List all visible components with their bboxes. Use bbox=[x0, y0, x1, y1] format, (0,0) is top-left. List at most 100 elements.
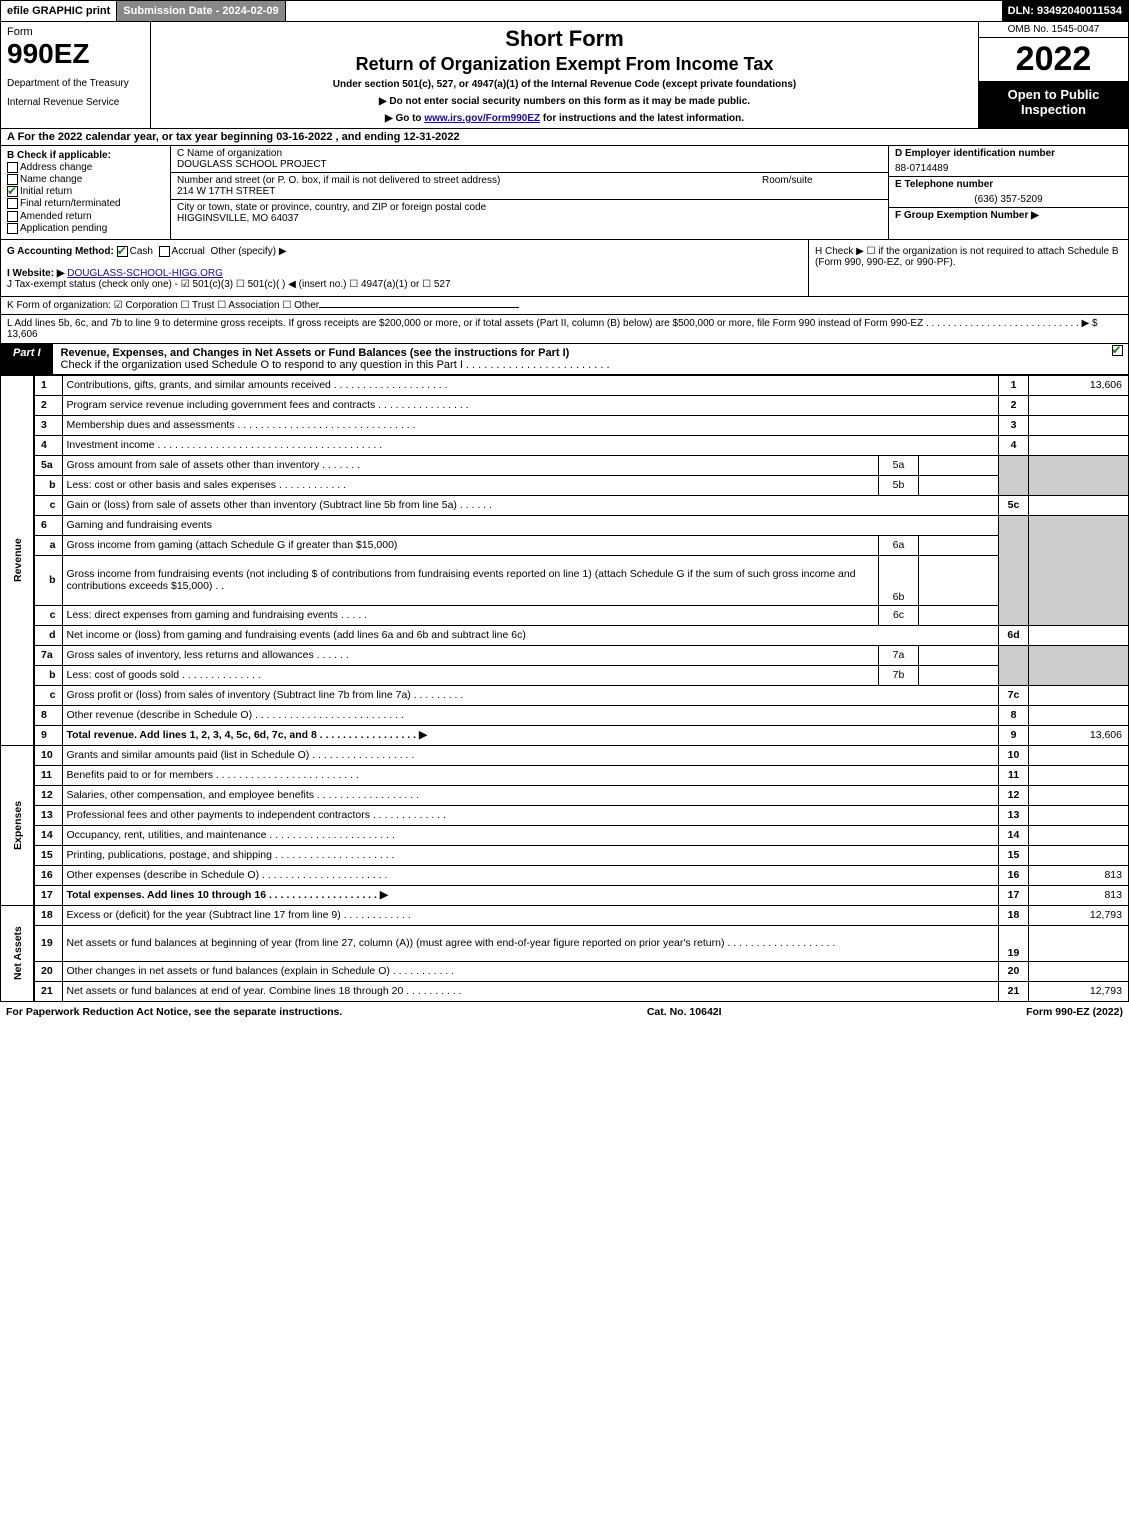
row-1-num: 1 bbox=[34, 375, 62, 395]
row-11-amt bbox=[1029, 765, 1129, 785]
short-form-title: Short Form bbox=[161, 26, 968, 52]
row-6c-sub: 6c bbox=[879, 605, 919, 625]
row-7c-ln: 7c bbox=[999, 685, 1029, 705]
form-header: Form 990EZ Department of the Treasury In… bbox=[0, 22, 1129, 129]
row-9-ln: 9 bbox=[999, 725, 1029, 745]
chk-address-change[interactable]: Address change bbox=[7, 162, 164, 173]
row-7b-num: b bbox=[34, 665, 62, 685]
row-17-ln: 17 bbox=[999, 885, 1029, 905]
part-i-header: Part I Revenue, Expenses, and Changes in… bbox=[0, 344, 1129, 375]
row-6c-desc: Less: direct expenses from gaming and fu… bbox=[62, 605, 879, 625]
chk-application-pending[interactable]: Application pending bbox=[7, 223, 164, 234]
row-16-desc: Other expenses (describe in Schedule O) … bbox=[62, 865, 999, 885]
irs-link[interactable]: www.irs.gov/Form990EZ bbox=[424, 113, 540, 124]
netassets-label: Net Assets bbox=[1, 905, 35, 1001]
c-street-label: Number and street (or P. O. box, if mail… bbox=[177, 175, 500, 186]
row-6d-amt bbox=[1029, 625, 1129, 645]
footer-right: Form 990-EZ (2022) bbox=[1026, 1006, 1123, 1018]
row-4-amt bbox=[1029, 435, 1129, 455]
row-2-num: 2 bbox=[34, 395, 62, 415]
row-13-amt bbox=[1029, 805, 1129, 825]
row-4-ln: 4 bbox=[999, 435, 1029, 455]
row-19-amt bbox=[1029, 925, 1129, 961]
g-label: G Accounting Method: bbox=[7, 246, 114, 257]
row-3-amt bbox=[1029, 415, 1129, 435]
chk-cash[interactable] bbox=[117, 246, 128, 257]
header-mid: Short Form Return of Organization Exempt… bbox=[151, 22, 978, 128]
section-bcd: B Check if applicable: Address change Na… bbox=[0, 146, 1129, 240]
row-4-num: 4 bbox=[34, 435, 62, 455]
c-city-label: City or town, state or province, country… bbox=[177, 202, 486, 213]
row-12-amt bbox=[1029, 785, 1129, 805]
website-link[interactable]: DOUGLASS-SCHOOL-HIGG.ORG bbox=[67, 268, 223, 279]
j-tax-exempt: J Tax-exempt status (check only one) - ☑… bbox=[7, 279, 451, 290]
group-exemption: F Group Exemption Number ▶ bbox=[889, 208, 1128, 223]
col-b: B Check if applicable: Address change Na… bbox=[1, 146, 171, 239]
chk-final-return[interactable]: Final return/terminated bbox=[7, 198, 164, 209]
row-5a-desc: Gross amount from sale of assets other t… bbox=[62, 455, 879, 475]
revenue-label: Revenue bbox=[1, 375, 35, 745]
gray-6-amt bbox=[1029, 515, 1129, 625]
row-12-desc: Salaries, other compensation, and employ… bbox=[62, 785, 999, 805]
chk-amended-return[interactable]: Amended return bbox=[7, 211, 164, 222]
gray-7 bbox=[999, 645, 1029, 685]
row-5c-ln: 5c bbox=[999, 495, 1029, 515]
row-9-num: 9 bbox=[34, 725, 62, 745]
section-gh: G Accounting Method: Cash Accrual Other … bbox=[0, 240, 1129, 297]
row-8-num: 8 bbox=[34, 705, 62, 725]
row-3-ln: 3 bbox=[999, 415, 1029, 435]
chk-initial-return[interactable]: Initial return bbox=[7, 186, 164, 197]
expenses-label: Expenses bbox=[1, 745, 35, 905]
goto-pre: ▶ Go to bbox=[385, 113, 424, 124]
ein-label: D Employer identification number bbox=[889, 146, 1128, 161]
row-21-amt: 12,793 bbox=[1029, 981, 1129, 1001]
row-11-num: 11 bbox=[34, 765, 62, 785]
row-16-amt: 813 bbox=[1029, 865, 1129, 885]
row-17-num: 17 bbox=[34, 885, 62, 905]
row-1-amt: 13,606 bbox=[1029, 375, 1129, 395]
row-8-amt bbox=[1029, 705, 1129, 725]
goto-link-line: ▶ Go to www.irs.gov/Form990EZ for instru… bbox=[161, 113, 968, 124]
col-c: C Name of organization DOUGLASS SCHOOL P… bbox=[171, 146, 888, 239]
row-7c-num: c bbox=[34, 685, 62, 705]
h-check: H Check ▶ ☐ if the organization is not r… bbox=[808, 240, 1128, 296]
l-text: L Add lines 5b, 6c, and 7b to line 9 to … bbox=[7, 318, 1098, 329]
part-i-table: Revenue 1 Contributions, gifts, grants, … bbox=[0, 375, 1129, 1002]
row-2-amt bbox=[1029, 395, 1129, 415]
no-ssn-note: ▶ Do not enter social security numbers o… bbox=[161, 96, 968, 107]
row-7a-num: 7a bbox=[34, 645, 62, 665]
line-a: A For the 2022 calendar year, or tax yea… bbox=[0, 129, 1129, 146]
chk-accrual[interactable] bbox=[159, 246, 170, 257]
row-7a-desc: Gross sales of inventory, less returns a… bbox=[62, 645, 879, 665]
c-name-label: C Name of organization bbox=[177, 148, 282, 159]
part-i-tab: Part I bbox=[1, 344, 53, 374]
under-section: Under section 501(c), 527, or 4947(a)(1)… bbox=[161, 79, 968, 90]
room-suite-label: Room/suite bbox=[762, 175, 882, 197]
ein-value: 88-0714489 bbox=[889, 161, 1128, 177]
row-20-desc: Other changes in net assets or fund bala… bbox=[62, 961, 999, 981]
row-9-desc: Total revenue. Add lines 1, 2, 3, 4, 5c,… bbox=[62, 725, 999, 745]
org-name: DOUGLASS SCHOOL PROJECT bbox=[177, 159, 327, 170]
part-i-checkbox[interactable] bbox=[1112, 345, 1123, 356]
row-8-desc: Other revenue (describe in Schedule O) .… bbox=[62, 705, 999, 725]
row-5b-desc: Less: cost or other basis and sales expe… bbox=[62, 475, 879, 495]
row-11-desc: Benefits paid to or for members . . . . … bbox=[62, 765, 999, 785]
row-10-desc: Grants and similar amounts paid (list in… bbox=[62, 745, 999, 765]
row-5b-subval bbox=[919, 475, 999, 495]
row-1-desc: Contributions, gifts, grants, and simila… bbox=[62, 375, 999, 395]
row-10-amt bbox=[1029, 745, 1129, 765]
chk-name-change[interactable]: Name change bbox=[7, 174, 164, 185]
row-6c-subval bbox=[919, 605, 999, 625]
tax-year: 2022 bbox=[979, 38, 1128, 81]
row-4-desc: Investment income . . . . . . . . . . . … bbox=[62, 435, 999, 455]
row-6b-num: b bbox=[34, 555, 62, 605]
row-11-ln: 11 bbox=[999, 765, 1029, 785]
gray-5ab bbox=[999, 455, 1029, 495]
row-5a-sub: 5a bbox=[879, 455, 919, 475]
row-1-ln: 1 bbox=[999, 375, 1029, 395]
row-14-num: 14 bbox=[34, 825, 62, 845]
row-6d-num: d bbox=[34, 625, 62, 645]
row-21-num: 21 bbox=[34, 981, 62, 1001]
row-5a-subval bbox=[919, 455, 999, 475]
phone-label: E Telephone number bbox=[889, 177, 1128, 192]
